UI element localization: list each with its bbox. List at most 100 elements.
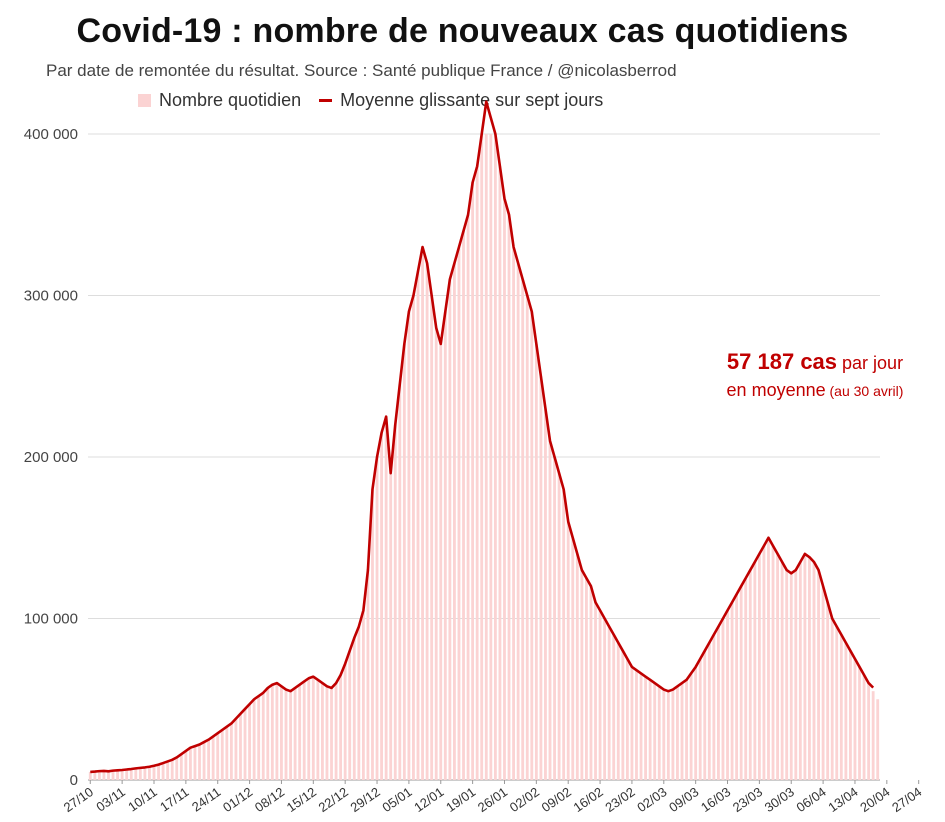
bar — [298, 684, 302, 780]
bar — [707, 642, 711, 780]
bar — [689, 673, 693, 780]
bar — [148, 766, 151, 780]
bar — [598, 610, 602, 780]
x-tick-label: 30/03 — [762, 784, 797, 815]
bars-layer — [88, 134, 880, 781]
x-tick-label: 09/03 — [666, 784, 701, 815]
bar — [849, 650, 852, 780]
x-tick-label: 20/04 — [857, 784, 892, 815]
bar — [393, 424, 397, 780]
grid-layer — [88, 133, 880, 781]
x-tick-label: 19/01 — [443, 784, 478, 815]
bar — [380, 432, 383, 780]
bar — [858, 666, 861, 780]
x-tick-label: 02/02 — [507, 784, 542, 815]
bar — [748, 570, 752, 780]
x-tick-label: 23/03 — [730, 784, 765, 815]
bar — [307, 678, 311, 780]
bar — [430, 295, 434, 780]
bar — [348, 650, 352, 780]
x-tick-label: 17/11 — [157, 784, 191, 814]
bar — [489, 134, 493, 780]
bar — [607, 626, 611, 780]
bar — [93, 771, 97, 780]
bar — [116, 770, 119, 780]
bar — [211, 736, 215, 780]
bar — [88, 771, 92, 780]
bar — [243, 708, 247, 780]
bar — [616, 642, 620, 780]
bar — [484, 134, 488, 780]
bar — [280, 686, 283, 780]
bar — [589, 586, 593, 780]
bar — [366, 570, 370, 780]
x-tick-label: 15/12 — [284, 784, 319, 815]
bar — [234, 718, 238, 780]
bar — [798, 561, 802, 780]
bar — [275, 683, 279, 780]
y-tick-label: 100 000 — [24, 611, 78, 628]
bar — [680, 683, 684, 780]
bar — [844, 642, 848, 780]
bar — [812, 561, 816, 780]
bar — [321, 683, 324, 780]
bar — [776, 553, 779, 780]
bar — [239, 713, 242, 780]
x-axis: 27/1003/1110/1117/1124/1101/1208/1215/12… — [61, 780, 924, 815]
bar — [717, 626, 720, 780]
bar — [507, 214, 511, 780]
y-tick-label: 400 000 — [24, 126, 78, 143]
bar — [325, 686, 329, 780]
bar — [694, 666, 698, 780]
bar — [120, 769, 124, 780]
bar — [125, 769, 129, 780]
bar — [220, 729, 224, 780]
annotation-text: par jour — [837, 353, 904, 373]
bar — [270, 684, 274, 780]
bar — [157, 764, 160, 780]
bar — [721, 618, 725, 780]
y-tick-label: 300 000 — [24, 288, 78, 305]
y-tick-label: 200 000 — [24, 449, 78, 466]
bar — [644, 676, 647, 780]
x-tick-label: 10/11 — [125, 784, 159, 814]
bar — [525, 295, 529, 780]
bar — [666, 691, 670, 780]
bar — [703, 650, 707, 780]
bar — [685, 679, 688, 780]
bar — [352, 637, 356, 780]
bar — [179, 754, 183, 780]
y-tick-label: 0 — [70, 772, 78, 789]
bar — [293, 687, 297, 780]
bar — [170, 759, 174, 780]
bar — [143, 767, 147, 780]
bar — [193, 746, 197, 780]
bar — [557, 473, 561, 780]
bar — [480, 134, 484, 780]
bar — [803, 553, 807, 780]
bar — [384, 416, 388, 781]
bar — [817, 570, 820, 780]
series-line-moving-average — [90, 100, 875, 774]
bar — [835, 626, 839, 780]
bar — [839, 634, 843, 780]
bar — [434, 327, 438, 780]
x-tick-label: 16/03 — [698, 784, 733, 815]
bar — [771, 545, 775, 780]
bar — [248, 704, 251, 780]
x-tick-label: 12/01 — [411, 784, 446, 815]
bar — [357, 626, 361, 780]
bar — [503, 198, 506, 781]
bar — [289, 691, 292, 780]
bar — [867, 683, 871, 780]
x-tick-label: 01/12 — [220, 784, 255, 815]
bar — [175, 757, 179, 780]
bar — [448, 279, 452, 780]
bar — [662, 689, 666, 780]
x-tick-label: 22/12 — [316, 784, 351, 815]
legend-swatch-line — [319, 99, 333, 102]
bar — [621, 650, 625, 780]
bar — [225, 726, 229, 780]
bar — [216, 733, 220, 780]
